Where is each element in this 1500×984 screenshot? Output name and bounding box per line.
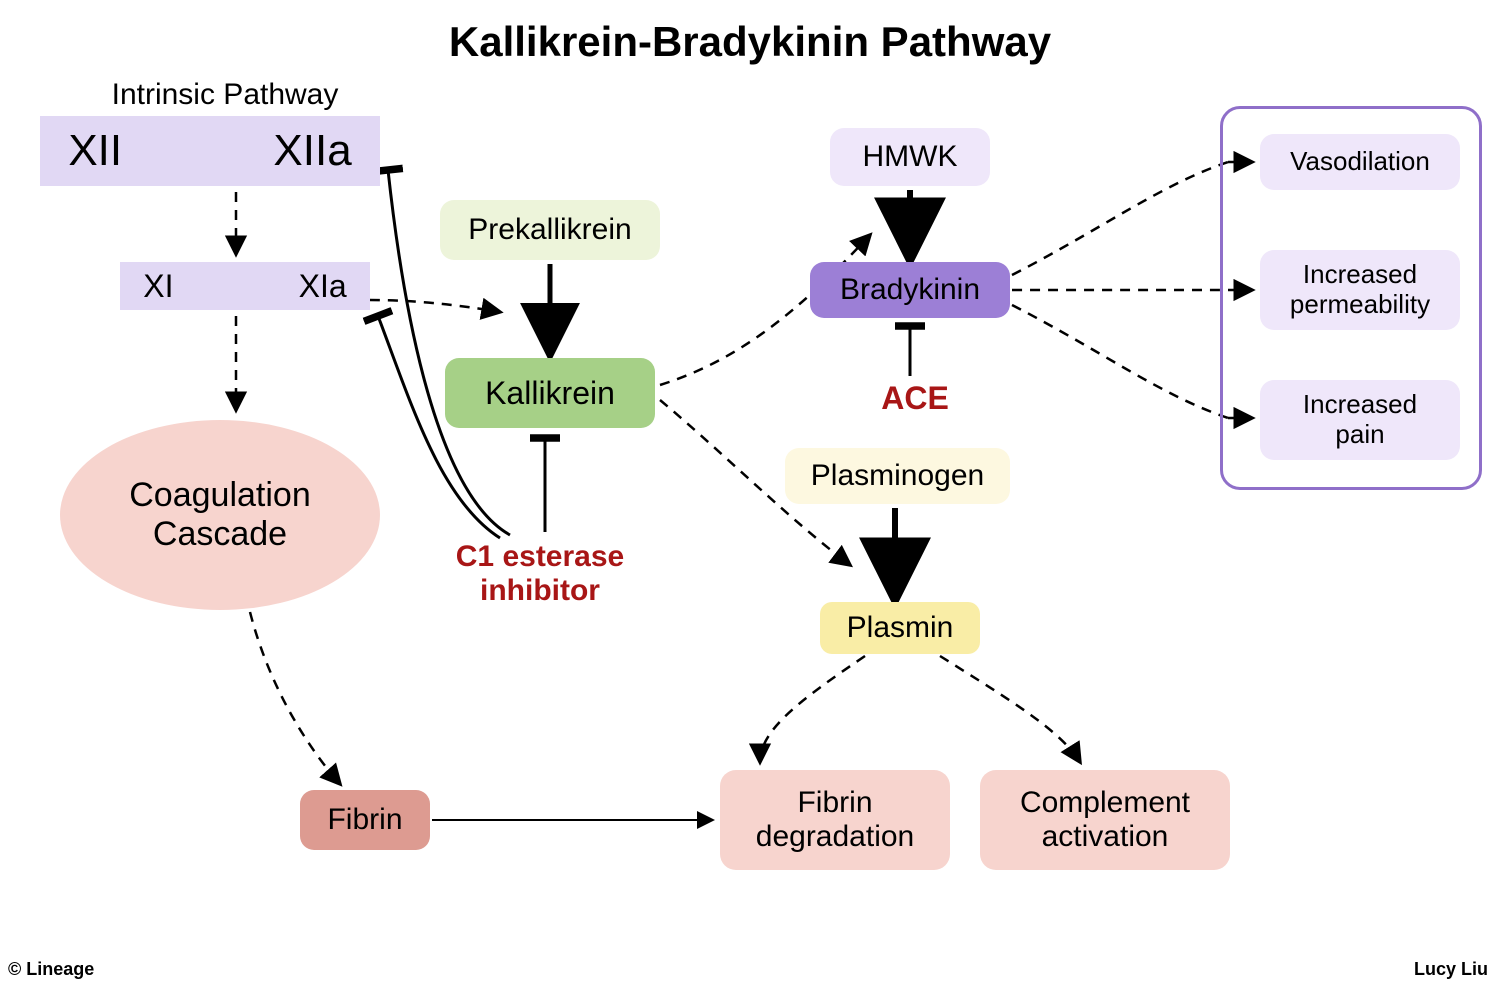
factor-xii-box: XII XIIa (40, 116, 380, 186)
footer-author: Lucy Liu (1414, 959, 1488, 980)
hmwk-node: HMWK (830, 128, 990, 186)
fibrin-node: Fibrin (300, 790, 430, 850)
fibrin-degradation-node: Fibrin degradation (720, 770, 950, 870)
bradykinin-node: Bradykinin (810, 262, 1010, 318)
kallikrein-node: Kallikrein (445, 358, 655, 428)
increased-permeability-node: Increased permeability (1260, 250, 1460, 330)
complement-activation-node: Complement activation (980, 770, 1230, 870)
factor-xi-label: XI (143, 268, 173, 305)
coagulation-cascade-node: Coagulation Cascade (60, 420, 380, 610)
plasminogen-node: Plasminogen (785, 448, 1010, 504)
ace-label: ACE (865, 380, 965, 417)
prekallikrein-node: Prekallikrein (440, 200, 660, 260)
footer-copyright: © Lineage (8, 959, 94, 980)
vasodilation-node: Vasodilation (1260, 134, 1460, 190)
plasmin-node: Plasmin (820, 602, 980, 654)
factor-xi-box: XI XIa (120, 262, 370, 310)
factor-xia-label: XIa (299, 268, 347, 305)
factor-xiia-label: XIIa (273, 126, 351, 177)
intrinsic-pathway-label: Intrinsic Pathway (85, 78, 365, 112)
increased-pain-node: Increased pain (1260, 380, 1460, 460)
c1-esterase-inhibitor-label: C1 esterase inhibitor (430, 540, 650, 608)
diagram-title: Kallikrein-Bradykinin Pathway (0, 18, 1500, 66)
factor-xii-label: XII (68, 126, 122, 177)
